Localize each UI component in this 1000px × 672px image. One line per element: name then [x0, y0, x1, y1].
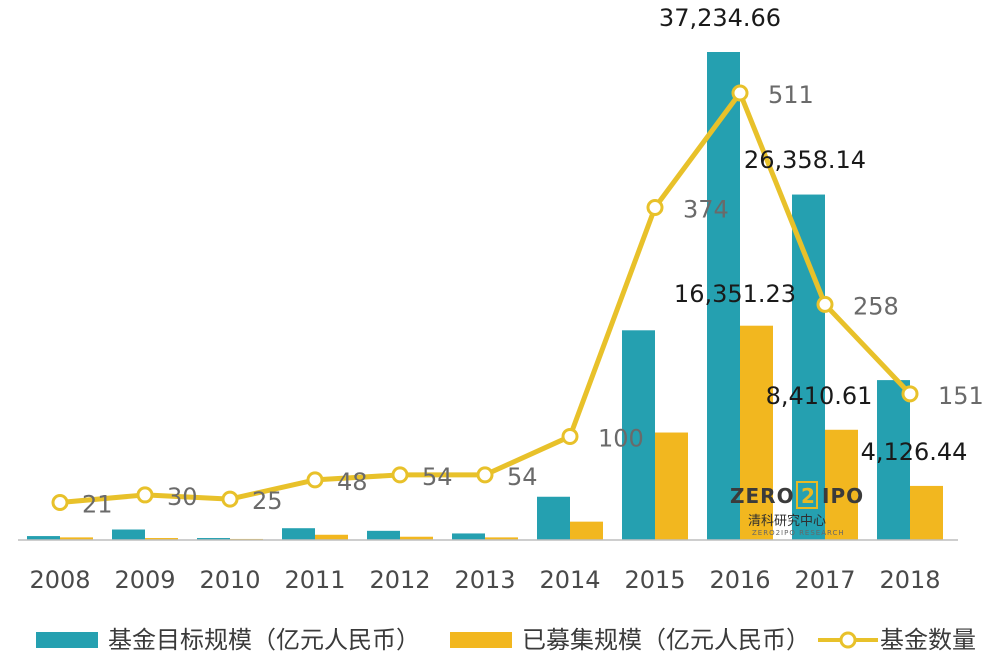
count-point-2014 [561, 427, 579, 445]
bar-target-2013 [452, 533, 485, 540]
x-tick-2011: 2011 [284, 566, 345, 594]
bar-raised-2015 [655, 432, 688, 540]
bar-raised-2017 [825, 429, 858, 540]
bar-target-2014 [537, 496, 570, 540]
x-tick-2016: 2016 [709, 566, 770, 594]
count-label-2012: 54 [422, 463, 453, 491]
bar-raised-2012 [400, 536, 433, 540]
bar-target-2010 [197, 538, 230, 540]
bar-target-2008 [27, 536, 60, 540]
count-label-2017: 258 [853, 292, 899, 320]
watermark-brand-left: ZERO [730, 484, 795, 508]
bars-layer [27, 52, 943, 541]
count-label-2015: 374 [683, 195, 729, 223]
bar-label-raised-2017: 8,410.61 [766, 382, 873, 410]
x-tick-2014: 2014 [539, 566, 600, 594]
count-label-2009: 30 [167, 483, 198, 511]
legend-swatch-raised [450, 632, 512, 648]
count-point-2018 [901, 385, 919, 403]
x-tick-2015: 2015 [624, 566, 685, 594]
legend: 基金目标规模（亿元人民币） 已募集规模（亿元人民币） 基金数量 [36, 626, 976, 654]
count-point-2015 [646, 198, 664, 216]
x-tick-2013: 2013 [454, 566, 515, 594]
count-point-2009 [136, 486, 154, 504]
bar-raised-2009 [145, 538, 178, 540]
legend-label-count: 基金数量 [880, 626, 976, 654]
bar-label-raised-2018: 4,126.44 [861, 438, 968, 466]
bar-target-2015 [622, 330, 655, 540]
count-point-2016 [731, 84, 749, 102]
legend-marker-count [839, 631, 857, 649]
count-line-layer [51, 84, 919, 511]
legend-label-raised: 已募集规模（亿元人民币） [522, 626, 810, 654]
count-point-2012 [391, 466, 409, 484]
count-label-2018: 151 [938, 382, 984, 410]
bar-raised-2018 [910, 485, 943, 540]
x-tick-labels: 2008 2009 2010 2011 2012 2013 2014 2015 2016 2017… [29, 566, 940, 594]
bar-label-target-2017: 26,358.14 [744, 146, 866, 174]
count-point-2017 [816, 295, 834, 313]
watermark-brand-mid: 2 [801, 484, 816, 508]
x-tick-2018: 2018 [879, 566, 940, 594]
bar-label-target-2016: 37,234.66 [659, 4, 781, 32]
bar-target-2018 [877, 380, 910, 540]
bar-raised-2013 [485, 537, 518, 540]
watermark-brand-right: IPO [822, 484, 864, 508]
count-label-2014: 100 [598, 424, 644, 452]
legend-swatch-target [36, 632, 98, 648]
data-labels-layer: 21 30 25 48 54 54 100 374 511 258 151 37,234.66 16,3… [82, 4, 984, 518]
count-point-2013 [476, 466, 494, 484]
x-tick-2008: 2008 [29, 566, 90, 594]
count-point-2011 [306, 471, 324, 489]
watermark-cn: 清科研究中心 [748, 514, 826, 529]
watermark: ZERO 2 IPO 清科研究中心 ZERO2IPO RESEARCH [730, 481, 864, 537]
legend-label-target: 基金目标规模（亿元人民币） [108, 626, 420, 654]
x-tick-2010: 2010 [199, 566, 260, 594]
bar-label-raised-2016: 16,351.23 [674, 280, 796, 308]
count-label-2010: 25 [252, 487, 283, 515]
x-tick-2012: 2012 [369, 566, 430, 594]
x-tick-2017: 2017 [794, 566, 855, 594]
watermark-two-box [796, 481, 818, 509]
count-label-2011: 48 [337, 468, 368, 496]
count-label-2008: 21 [82, 490, 113, 518]
watermark-sub: ZERO2IPO RESEARCH [752, 529, 845, 537]
count-point-2010 [221, 490, 239, 508]
count-label-2016: 511 [768, 81, 814, 109]
bar-target-2012 [367, 530, 400, 540]
count-point-2008 [51, 493, 69, 511]
bar-raised-2016 [740, 325, 773, 540]
bar-raised-2014 [570, 521, 603, 540]
bar-target-2009 [112, 529, 145, 540]
bar-target-2011 [282, 528, 315, 540]
bar-raised-2011 [315, 534, 348, 540]
x-tick-2009: 2009 [114, 566, 175, 594]
count-label-2013: 54 [507, 463, 538, 491]
bar-raised-2008 [60, 537, 93, 540]
